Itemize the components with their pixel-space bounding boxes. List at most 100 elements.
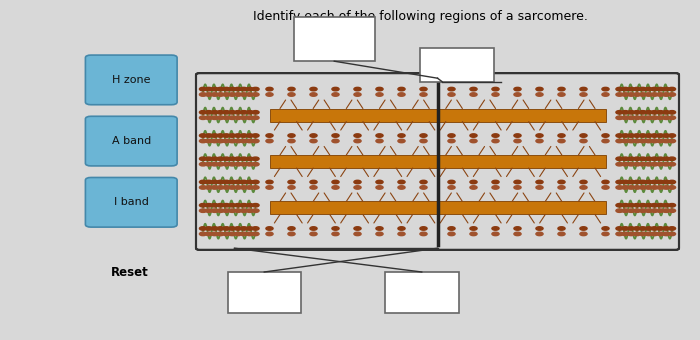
Circle shape bbox=[657, 110, 664, 114]
Circle shape bbox=[252, 87, 259, 91]
Circle shape bbox=[217, 180, 224, 184]
Circle shape bbox=[376, 134, 383, 137]
Circle shape bbox=[448, 186, 455, 189]
Circle shape bbox=[240, 232, 247, 236]
Bar bbox=[270, 108, 606, 122]
Circle shape bbox=[470, 87, 477, 91]
Circle shape bbox=[223, 157, 230, 160]
Circle shape bbox=[657, 180, 664, 184]
Circle shape bbox=[398, 186, 405, 189]
Circle shape bbox=[639, 163, 646, 166]
Circle shape bbox=[514, 180, 521, 184]
Circle shape bbox=[217, 157, 224, 160]
Circle shape bbox=[645, 87, 652, 91]
Circle shape bbox=[651, 186, 658, 189]
Circle shape bbox=[376, 232, 383, 236]
Circle shape bbox=[246, 87, 253, 91]
Circle shape bbox=[223, 209, 230, 212]
Circle shape bbox=[634, 209, 640, 212]
Circle shape bbox=[223, 139, 230, 143]
Circle shape bbox=[448, 139, 455, 143]
Circle shape bbox=[616, 116, 623, 119]
Circle shape bbox=[205, 232, 212, 236]
Circle shape bbox=[252, 163, 259, 166]
Circle shape bbox=[628, 134, 635, 137]
Circle shape bbox=[492, 93, 499, 96]
Circle shape bbox=[398, 180, 405, 184]
Circle shape bbox=[616, 157, 623, 160]
FancyBboxPatch shape bbox=[228, 272, 301, 313]
Circle shape bbox=[645, 209, 652, 212]
Circle shape bbox=[229, 110, 236, 114]
Circle shape bbox=[622, 110, 629, 114]
Circle shape bbox=[246, 157, 253, 160]
Circle shape bbox=[229, 186, 236, 189]
Circle shape bbox=[376, 87, 383, 91]
Text: A band: A band bbox=[111, 136, 151, 146]
Text: Reset: Reset bbox=[111, 266, 148, 278]
Circle shape bbox=[252, 134, 259, 137]
Circle shape bbox=[645, 204, 652, 207]
Circle shape bbox=[211, 186, 218, 189]
Circle shape bbox=[234, 110, 241, 114]
Circle shape bbox=[492, 134, 499, 137]
Circle shape bbox=[657, 134, 664, 137]
Circle shape bbox=[622, 163, 629, 166]
Circle shape bbox=[398, 87, 405, 91]
Circle shape bbox=[252, 186, 259, 189]
Circle shape bbox=[332, 232, 339, 236]
Circle shape bbox=[628, 227, 635, 230]
Circle shape bbox=[240, 110, 247, 114]
Circle shape bbox=[205, 134, 212, 137]
Circle shape bbox=[628, 110, 635, 114]
FancyBboxPatch shape bbox=[294, 17, 374, 61]
Circle shape bbox=[332, 139, 339, 143]
Circle shape bbox=[288, 227, 295, 230]
Circle shape bbox=[266, 232, 273, 236]
Circle shape bbox=[240, 204, 247, 207]
Circle shape bbox=[310, 134, 317, 137]
Circle shape bbox=[229, 163, 236, 166]
Circle shape bbox=[199, 157, 206, 160]
Circle shape bbox=[354, 180, 361, 184]
Circle shape bbox=[252, 180, 259, 184]
Circle shape bbox=[240, 227, 247, 230]
Circle shape bbox=[217, 186, 224, 189]
Circle shape bbox=[628, 186, 635, 189]
Circle shape bbox=[514, 232, 521, 236]
Circle shape bbox=[211, 204, 218, 207]
Circle shape bbox=[199, 134, 206, 137]
Circle shape bbox=[310, 139, 317, 143]
Circle shape bbox=[622, 232, 629, 236]
Circle shape bbox=[668, 157, 676, 160]
Circle shape bbox=[310, 87, 317, 91]
Circle shape bbox=[657, 157, 664, 160]
Circle shape bbox=[229, 116, 236, 119]
Circle shape bbox=[639, 134, 646, 137]
Circle shape bbox=[663, 116, 670, 119]
Circle shape bbox=[668, 186, 676, 189]
Circle shape bbox=[651, 93, 658, 96]
Circle shape bbox=[616, 180, 623, 184]
Circle shape bbox=[354, 139, 361, 143]
Circle shape bbox=[246, 209, 253, 212]
FancyBboxPatch shape bbox=[85, 55, 177, 105]
Circle shape bbox=[492, 232, 499, 236]
Circle shape bbox=[634, 87, 640, 91]
Circle shape bbox=[223, 186, 230, 189]
Circle shape bbox=[602, 134, 609, 137]
Circle shape bbox=[639, 180, 646, 184]
Circle shape bbox=[211, 93, 218, 96]
Circle shape bbox=[616, 227, 623, 230]
Circle shape bbox=[240, 134, 247, 137]
Circle shape bbox=[514, 227, 521, 230]
Circle shape bbox=[252, 157, 259, 160]
Circle shape bbox=[310, 180, 317, 184]
Circle shape bbox=[602, 93, 609, 96]
Circle shape bbox=[634, 204, 640, 207]
Circle shape bbox=[266, 227, 273, 230]
Circle shape bbox=[651, 134, 658, 137]
Circle shape bbox=[288, 232, 295, 236]
Circle shape bbox=[651, 227, 658, 230]
Circle shape bbox=[211, 232, 218, 236]
